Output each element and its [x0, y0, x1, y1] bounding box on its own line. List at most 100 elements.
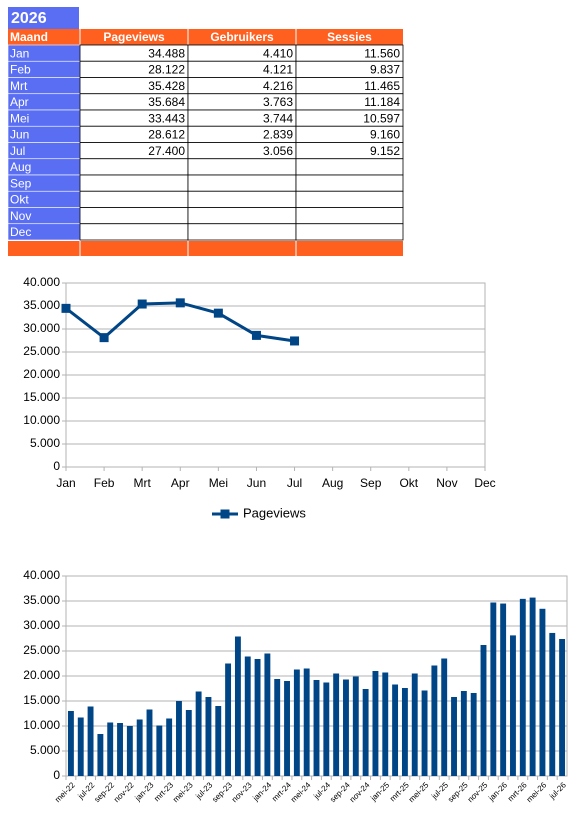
column-header: Pageviews [103, 30, 165, 44]
x-tick-label: mei-22 [53, 780, 77, 804]
x-tick-label: jan-25 [368, 780, 391, 803]
month-label: Mrt [10, 79, 28, 93]
bar [117, 723, 123, 776]
x-tick-label: Feb [94, 476, 115, 490]
column-header: Maand [10, 30, 48, 44]
x-tick-label: Okt [399, 476, 418, 490]
y-tick-label: 25.000 [23, 643, 60, 657]
bar [185, 710, 192, 776]
month-label: Sep [10, 176, 32, 190]
table-cell [79, 207, 189, 225]
bar [441, 658, 448, 776]
x-tick-label: Sep [360, 476, 382, 490]
table-cell [295, 190, 404, 208]
bar [205, 697, 212, 776]
cell-value: 3.763 [263, 95, 293, 109]
bar [362, 689, 369, 776]
month-label: Dec [10, 225, 31, 239]
cell-value: 28.612 [148, 128, 185, 142]
bar [107, 722, 114, 776]
x-tick-label: jan-26 [486, 780, 509, 803]
cell-value: 11.465 [364, 79, 400, 93]
bar [215, 706, 222, 776]
month-label: Jan [10, 46, 29, 60]
bar [87, 706, 94, 776]
table-cell [79, 223, 189, 241]
cell-value: 3.056 [263, 144, 293, 158]
bar [549, 632, 556, 776]
bar [401, 688, 408, 776]
x-tick-label: mei-23 [171, 780, 195, 804]
bar [392, 684, 399, 776]
bar [274, 679, 281, 776]
data-point [213, 308, 223, 318]
y-tick-label: 5.000 [30, 436, 60, 450]
y-tick-label: 0 [53, 768, 60, 782]
bar [234, 636, 241, 776]
cell-value: 27.400 [148, 144, 185, 158]
x-tick-label: nov-25 [466, 780, 490, 804]
table-cell [187, 158, 297, 176]
column-header: Gebruikers [210, 30, 274, 44]
bar [225, 663, 232, 776]
x-tick-label: Jan [56, 476, 75, 490]
table-cell [79, 158, 189, 176]
data-point [61, 303, 71, 313]
bar [460, 691, 467, 776]
x-tick-label: jan-24 [250, 780, 273, 803]
table-cell [295, 158, 404, 176]
cell-value: 9.160 [370, 128, 400, 142]
bar [382, 672, 389, 776]
bar [67, 711, 74, 776]
x-tick-label: Mrt [134, 476, 152, 490]
y-tick-label: 0 [53, 459, 60, 473]
bar [343, 679, 349, 776]
bar [254, 659, 261, 776]
bar [264, 653, 271, 776]
x-tick-label: nov-23 [230, 780, 254, 804]
x-tick-label: Jul [287, 476, 302, 490]
y-tick-label: 20.000 [23, 367, 60, 381]
bar [166, 718, 173, 776]
bar [559, 639, 566, 776]
x-tick-label: Nov [436, 476, 457, 490]
bar [156, 725, 163, 776]
month-label: Aug [10, 160, 31, 174]
cell-value: 4.216 [263, 79, 293, 93]
bar [480, 645, 487, 776]
y-tick-label: 35.000 [23, 593, 60, 607]
bar [519, 598, 526, 776]
bar [77, 717, 84, 776]
month-label: Okt [10, 193, 29, 207]
cell-value: 9.152 [370, 144, 400, 158]
x-tick-label: sep-25 [446, 780, 470, 804]
bar [529, 597, 536, 776]
bar [500, 603, 507, 776]
table-cell [295, 223, 404, 241]
bar [333, 673, 340, 776]
footer-row [8, 241, 403, 256]
x-tick-label: sep-24 [328, 780, 352, 804]
data-point [251, 330, 261, 340]
bar [293, 669, 300, 776]
table-title: 2026 [11, 10, 47, 27]
bar [372, 671, 379, 776]
bar [510, 635, 516, 776]
data-point [290, 336, 300, 346]
cell-value: 34.488 [148, 46, 185, 60]
bar [421, 690, 428, 776]
bar [470, 693, 477, 776]
x-tick-label: mei-26 [525, 780, 549, 804]
month-label: Apr [10, 95, 29, 109]
y-tick-label: 10.000 [23, 413, 60, 427]
month-label: Nov [10, 209, 31, 223]
data-point [175, 298, 185, 308]
month-label: Jul [10, 144, 25, 158]
bar [313, 680, 320, 776]
data-point [137, 299, 147, 309]
table-cell [187, 190, 297, 208]
x-tick-label: Dec [474, 476, 495, 490]
legend-marker [220, 509, 230, 519]
x-tick-label: mei-24 [289, 780, 313, 804]
